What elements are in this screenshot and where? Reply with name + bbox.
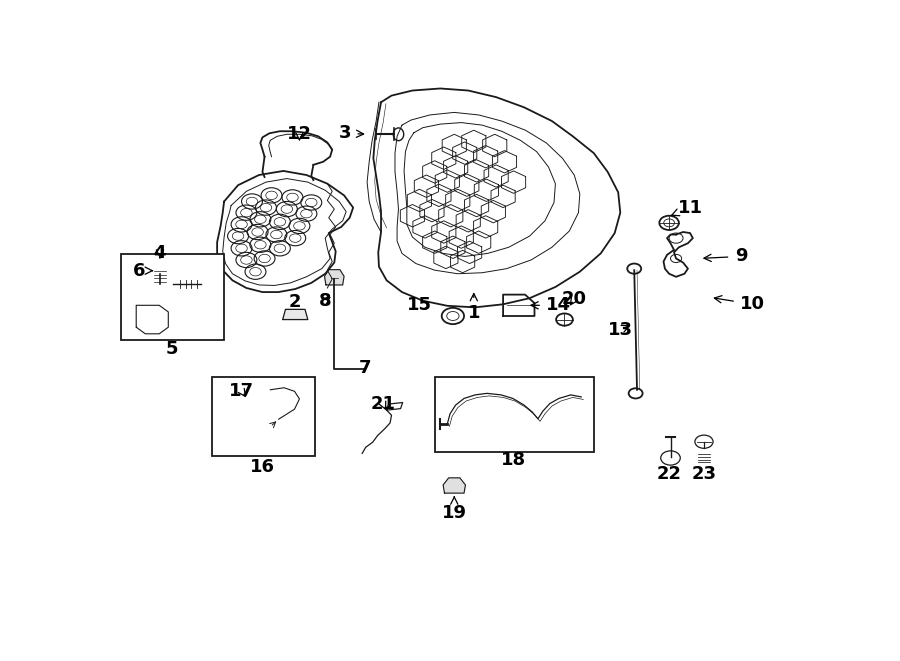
Text: 4: 4 [154, 245, 166, 262]
Text: 15: 15 [407, 296, 432, 314]
Text: 18: 18 [501, 451, 526, 469]
Text: 14: 14 [531, 296, 572, 314]
Polygon shape [136, 305, 168, 334]
Text: 10: 10 [715, 295, 765, 313]
Polygon shape [443, 478, 465, 493]
Text: 16: 16 [250, 458, 275, 476]
Text: 3: 3 [338, 124, 364, 142]
Text: 19: 19 [442, 496, 467, 522]
Text: 6: 6 [133, 262, 153, 280]
Text: 17: 17 [229, 382, 254, 400]
Text: 23: 23 [691, 465, 716, 483]
Text: 11: 11 [670, 198, 703, 217]
Polygon shape [325, 270, 344, 285]
Text: 13: 13 [608, 321, 633, 338]
Polygon shape [387, 403, 402, 410]
Text: 7: 7 [359, 360, 371, 377]
Text: 5: 5 [166, 340, 178, 358]
Text: 22: 22 [657, 465, 681, 483]
Text: 1: 1 [468, 293, 480, 323]
Text: 8: 8 [319, 292, 331, 310]
Text: 12: 12 [287, 126, 312, 143]
Bar [212, 377, 315, 456]
Text: 2: 2 [289, 293, 302, 311]
Bar [121, 254, 224, 340]
Text: 20: 20 [562, 290, 587, 308]
Text: 21: 21 [371, 395, 396, 413]
Polygon shape [217, 171, 353, 292]
Polygon shape [663, 232, 693, 277]
Polygon shape [374, 89, 620, 307]
Text: 9: 9 [704, 247, 747, 266]
Polygon shape [503, 295, 535, 316]
Bar [435, 377, 594, 452]
Polygon shape [283, 309, 308, 319]
